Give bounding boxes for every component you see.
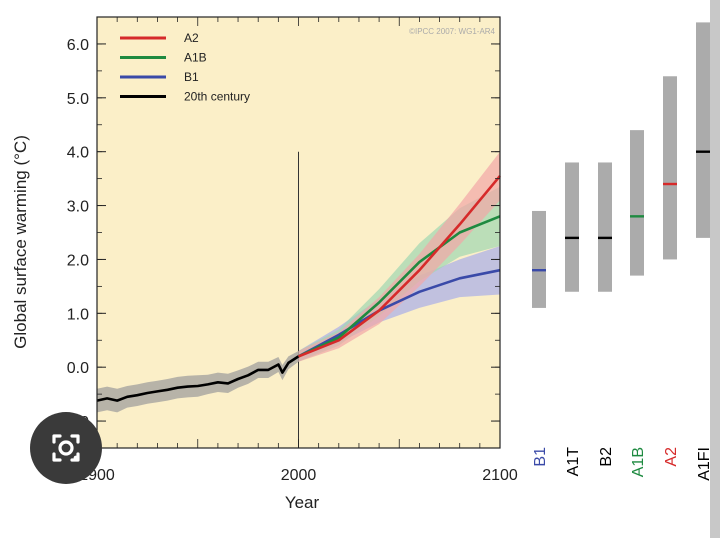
range-bar-a1fi — [696, 22, 710, 238]
x-tick-label: 2100 — [482, 467, 518, 484]
y-tick-label: 1.0 — [67, 306, 89, 323]
scenario-label-b2: B2 — [598, 447, 615, 467]
legend-label-b1: B1 — [184, 70, 199, 84]
legend-label-a1b: A1B — [184, 51, 207, 65]
x-tick-label: 2000 — [281, 467, 317, 484]
right-edge-strip — [710, 0, 720, 538]
legend: A2 A1B B1 20th century — [120, 31, 250, 104]
scenario-label-a1b: A1B — [630, 447, 647, 477]
y-tick-label: 0.0 — [67, 360, 89, 377]
range-bar-a2 — [663, 76, 677, 260]
y-axis-title: Global surface warming (°C) — [11, 135, 30, 349]
range-bar-b1 — [532, 210, 546, 308]
legend-label-a2: A2 — [184, 31, 199, 45]
scenario-label-a1fi: A1FI — [696, 447, 713, 481]
band-20th-century — [97, 351, 299, 413]
legend-label-20th-century: 20th century — [184, 90, 250, 104]
google-lens-icon[interactable] — [30, 412, 102, 484]
y-tick-label: 2.0 — [67, 252, 89, 269]
scenario-range-bars: B1 A1T B2 A1B A2 A1FI — [532, 22, 713, 481]
x-axis-title: Year — [285, 493, 320, 512]
y-tick-label: 4.0 — [67, 145, 89, 162]
line-20th-century — [96, 355, 300, 402]
y-tick-label: 3.0 — [67, 199, 89, 216]
line-a2 — [298, 175, 501, 358]
y-tick-label: 6.0 — [67, 37, 89, 54]
line-b1 — [297, 268, 501, 358]
copyright-label: ©IPCC 2007: WG1-AR4 — [409, 27, 495, 36]
range-bar-a1t — [565, 162, 579, 292]
line-a1b — [297, 215, 501, 358]
range-bar-a1b — [630, 130, 644, 276]
series-lines — [96, 175, 501, 402]
y-tick-label: 5.0 — [67, 91, 89, 108]
range-bar-b2 — [598, 162, 612, 292]
scenario-label-b1: B1 — [532, 447, 549, 467]
scenario-label-a1t: A1T — [565, 447, 582, 477]
scenario-label-a2: A2 — [663, 447, 680, 467]
